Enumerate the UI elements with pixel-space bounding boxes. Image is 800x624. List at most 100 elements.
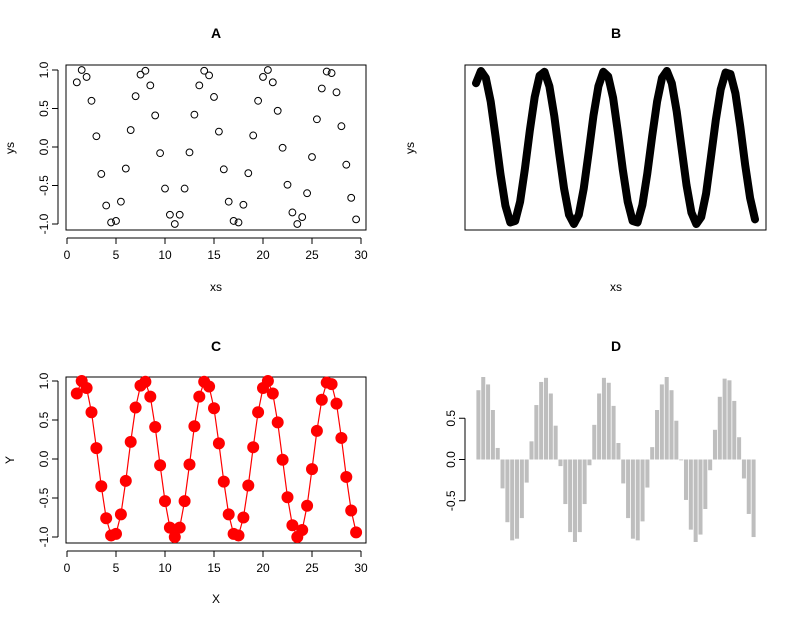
panel-c-point [85, 406, 98, 419]
panel-c-y-tick-label: -0.5 [37, 487, 51, 508]
panel-c-point [168, 531, 181, 543]
panel-a-x-tick-label: 0 [64, 248, 71, 262]
panel-c-x-tick-label: 25 [305, 561, 319, 575]
panel-c-point [217, 475, 230, 488]
panel-c-point [281, 491, 294, 504]
panel-a-point [77, 66, 86, 74]
panel-a-point [141, 66, 150, 75]
panel-d-bar [587, 459, 592, 466]
panel-d-bar [548, 393, 553, 460]
panel-a-point [215, 127, 223, 136]
panel-d-bar [529, 441, 534, 460]
panel-d-bar [732, 400, 737, 460]
panel-a-point [151, 111, 160, 120]
panel-c-point [315, 393, 328, 406]
panel-a-point [161, 184, 169, 193]
panel-a-point [146, 81, 155, 90]
panel-d-bar [708, 459, 713, 471]
panel-a-x-tick-label: 10 [158, 248, 172, 262]
panel-c-point [144, 390, 157, 403]
panel-d-bar [693, 459, 698, 542]
panel-d-title: D [611, 338, 621, 354]
panel-c-x-tick-label: 5 [113, 561, 120, 575]
panel-c-y-tick-label: -1.0 [37, 526, 51, 547]
panel-d-bar [650, 447, 655, 460]
panel-d-bar [476, 390, 481, 460]
panel-a-x-tick-label: 30 [354, 248, 368, 262]
panel-a-point [131, 92, 140, 101]
panel-c-y-tick-label: 0.5 [37, 411, 51, 428]
panel-a-point [92, 132, 101, 141]
panel-c-point [183, 458, 196, 471]
panel-a-point [112, 217, 120, 225]
panel-d-bar [505, 459, 510, 523]
panel-c-x-tick-label: 20 [256, 561, 270, 575]
panel-c-point [237, 511, 250, 524]
panel-c-point [335, 431, 348, 444]
panel-d-bar [481, 377, 486, 460]
panel-c-point [188, 420, 201, 433]
panel-a-point [239, 200, 248, 209]
panel-a-point [117, 197, 125, 206]
panel-c-point [114, 508, 127, 521]
panel-a-point [126, 126, 135, 134]
panel-a-point [200, 66, 209, 75]
panel-d-bar [606, 382, 611, 460]
panel-a-point [224, 197, 233, 206]
panel-c-point [350, 526, 363, 539]
panel-a-x-tick-label: 15 [207, 248, 221, 262]
panel-a-point [273, 106, 282, 115]
panel-d-bar [510, 459, 515, 541]
panel-a-point [219, 165, 228, 174]
panel-d-bar [737, 437, 742, 460]
panel-b-xlabel: xs [610, 280, 622, 294]
panel-c-point [178, 495, 191, 508]
panel-d-bar [669, 390, 674, 460]
panel-c-series-line [76, 379, 357, 539]
panel-d-bar [539, 381, 544, 460]
panel-a-point [347, 193, 356, 202]
panel-d-bar [500, 459, 505, 489]
panel-a-point [87, 96, 96, 105]
panel-a-point [352, 215, 361, 224]
panel-d-bar [568, 459, 573, 533]
panel-d-bar [563, 459, 568, 505]
panel-a-point [332, 88, 341, 97]
panel-c-point [193, 390, 206, 403]
panel-a-point [293, 220, 302, 228]
panel-c-point [330, 397, 343, 410]
panel-a-point [229, 217, 238, 225]
panel-d-bar [655, 410, 660, 460]
panel-a-point [190, 110, 199, 119]
panel-d-bar [495, 447, 500, 460]
panel-a-title: A [211, 25, 221, 41]
panel-c-xlabel: X [212, 592, 220, 606]
panel-c-point [208, 402, 220, 415]
panel-d-bar [611, 405, 616, 460]
panel-b-series-line [472, 67, 759, 228]
panel-d-bar [616, 443, 621, 460]
panel-a-point [268, 78, 277, 87]
panel-c-point [340, 470, 353, 483]
panel-c-point [212, 437, 225, 450]
panel-c-point [100, 512, 113, 525]
panel-a-point [170, 220, 179, 228]
panel-b-frame [464, 64, 767, 231]
panel-a-point [72, 78, 81, 87]
panel-d-bar [659, 384, 664, 460]
panel-a-point [259, 73, 267, 81]
panel-c: C X Y 0 5 10 15 20 25 30 -1.0 -0.5 0.0 0.5 1.0 [3, 338, 368, 606]
panel-d-bar [515, 459, 520, 539]
panel-a-point [185, 148, 194, 157]
panel-c-point [261, 375, 274, 387]
panel-d-bar [534, 405, 539, 460]
panel-a-point [121, 164, 130, 173]
panel-c-point [232, 529, 245, 542]
panel-a-point [298, 213, 307, 221]
panel-c-point [159, 495, 171, 508]
panel-d-bar [626, 459, 631, 519]
panel-c-y-tick-label: 0.0 [37, 450, 51, 467]
panel-d-y-tick-label: 0.0 [444, 451, 458, 468]
panel-b-title: B [611, 25, 621, 41]
